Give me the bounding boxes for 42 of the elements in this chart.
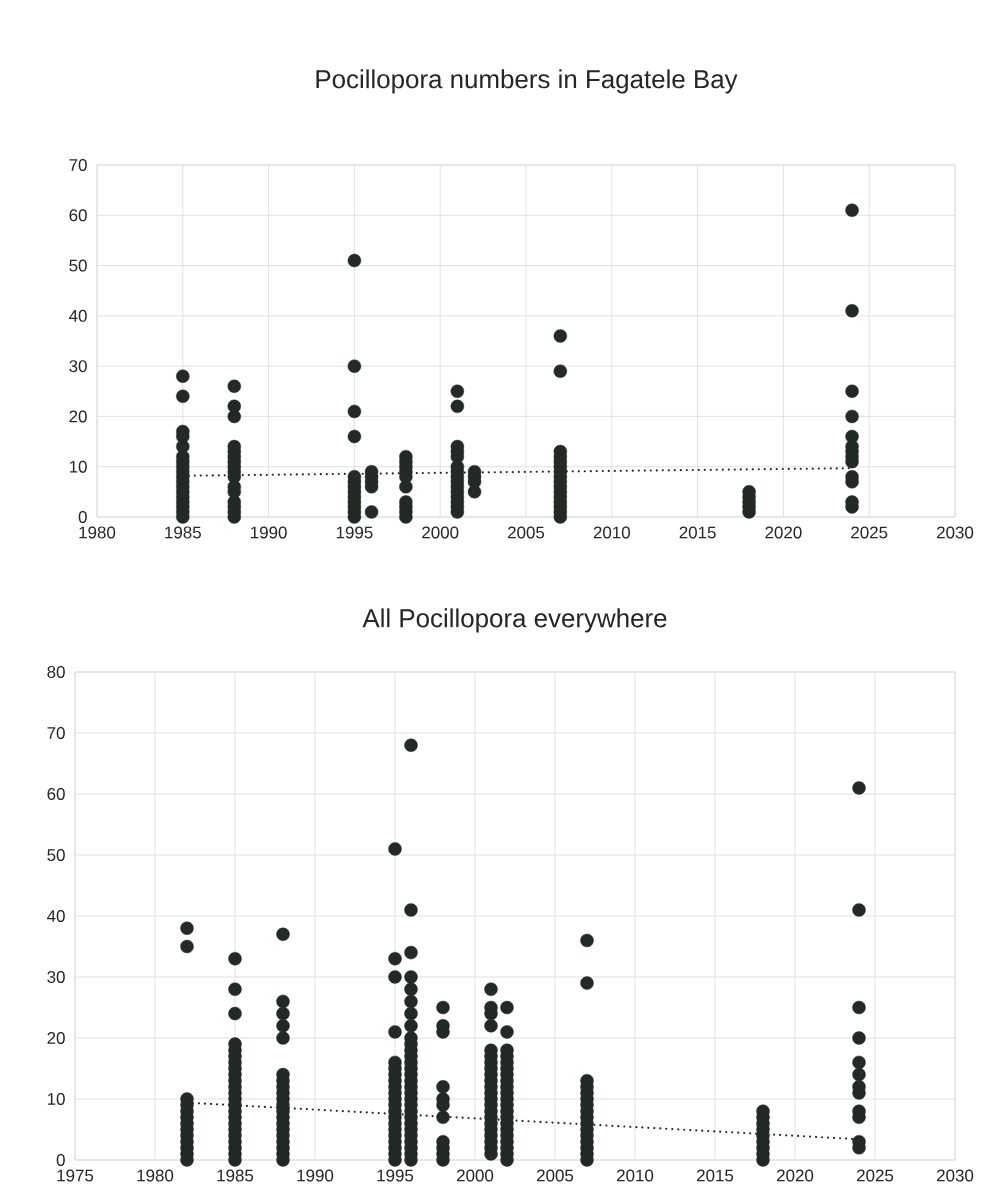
y-tick-label: 70 — [47, 727, 65, 740]
x-tick-label: 1975 — [57, 1169, 94, 1182]
x-tick-label: 1980 — [79, 526, 116, 539]
x-tick-label: 2005 — [508, 526, 545, 539]
x-tick-label: 1980 — [137, 1169, 174, 1182]
y-tick-label: 30 — [47, 971, 65, 983]
x-tick-label: 2030 — [937, 1169, 974, 1182]
x-tick-label: 2025 — [851, 526, 888, 539]
y-tick-label: 60 — [69, 209, 87, 222]
y-tick-label: 50 — [47, 849, 65, 861]
x-tick-label: 1990 — [297, 1169, 334, 1182]
x-tick-label: 2025 — [857, 1169, 894, 1182]
x-tick-label: 2015 — [679, 526, 716, 539]
y-tick-label: 80 — [47, 666, 65, 679]
y-tick-label: 60 — [47, 788, 65, 801]
x-tick-label: 2010 — [593, 526, 630, 539]
y-tick-label: 20 — [47, 1032, 65, 1044]
y-tick-label: 0 — [56, 1154, 65, 1166]
x-tick-label: 1990 — [251, 526, 287, 539]
x-tick-label: 2005 — [537, 1169, 574, 1182]
x-tick-label: 1985 — [165, 526, 201, 539]
y-tick-label: 30 — [69, 360, 87, 373]
y-tick-label: 40 — [47, 910, 65, 922]
x-tick-label: 2015 — [697, 1169, 734, 1182]
chart-title: Pocillopora numbers in Fagatele Bay — [316, 69, 738, 94]
y-tick-label: 20 — [69, 410, 87, 423]
x-tick-label: 2020 — [765, 526, 802, 539]
x-tick-label: 2000 — [422, 526, 459, 539]
y-tick-label: 10 — [47, 1093, 65, 1105]
y-tick-label: 0 — [78, 510, 87, 523]
x-tick-label: 1985 — [217, 1169, 254, 1182]
x-tick-label: 1995 — [336, 526, 373, 539]
x-tick-label: 1995 — [377, 1169, 414, 1182]
y-tick-label: 50 — [69, 259, 87, 272]
x-tick-label: 2030 — [937, 526, 974, 539]
y-tick-label: 70 — [69, 159, 87, 171]
x-tick-label: 2020 — [777, 1169, 814, 1182]
y-tick-label: 40 — [69, 309, 87, 322]
x-tick-label: 2010 — [617, 1169, 654, 1182]
chart-title: All Pocillopora everywhere — [362, 608, 667, 633]
x-tick-label: 2000 — [457, 1169, 494, 1182]
y-tick-label: 10 — [69, 460, 87, 473]
